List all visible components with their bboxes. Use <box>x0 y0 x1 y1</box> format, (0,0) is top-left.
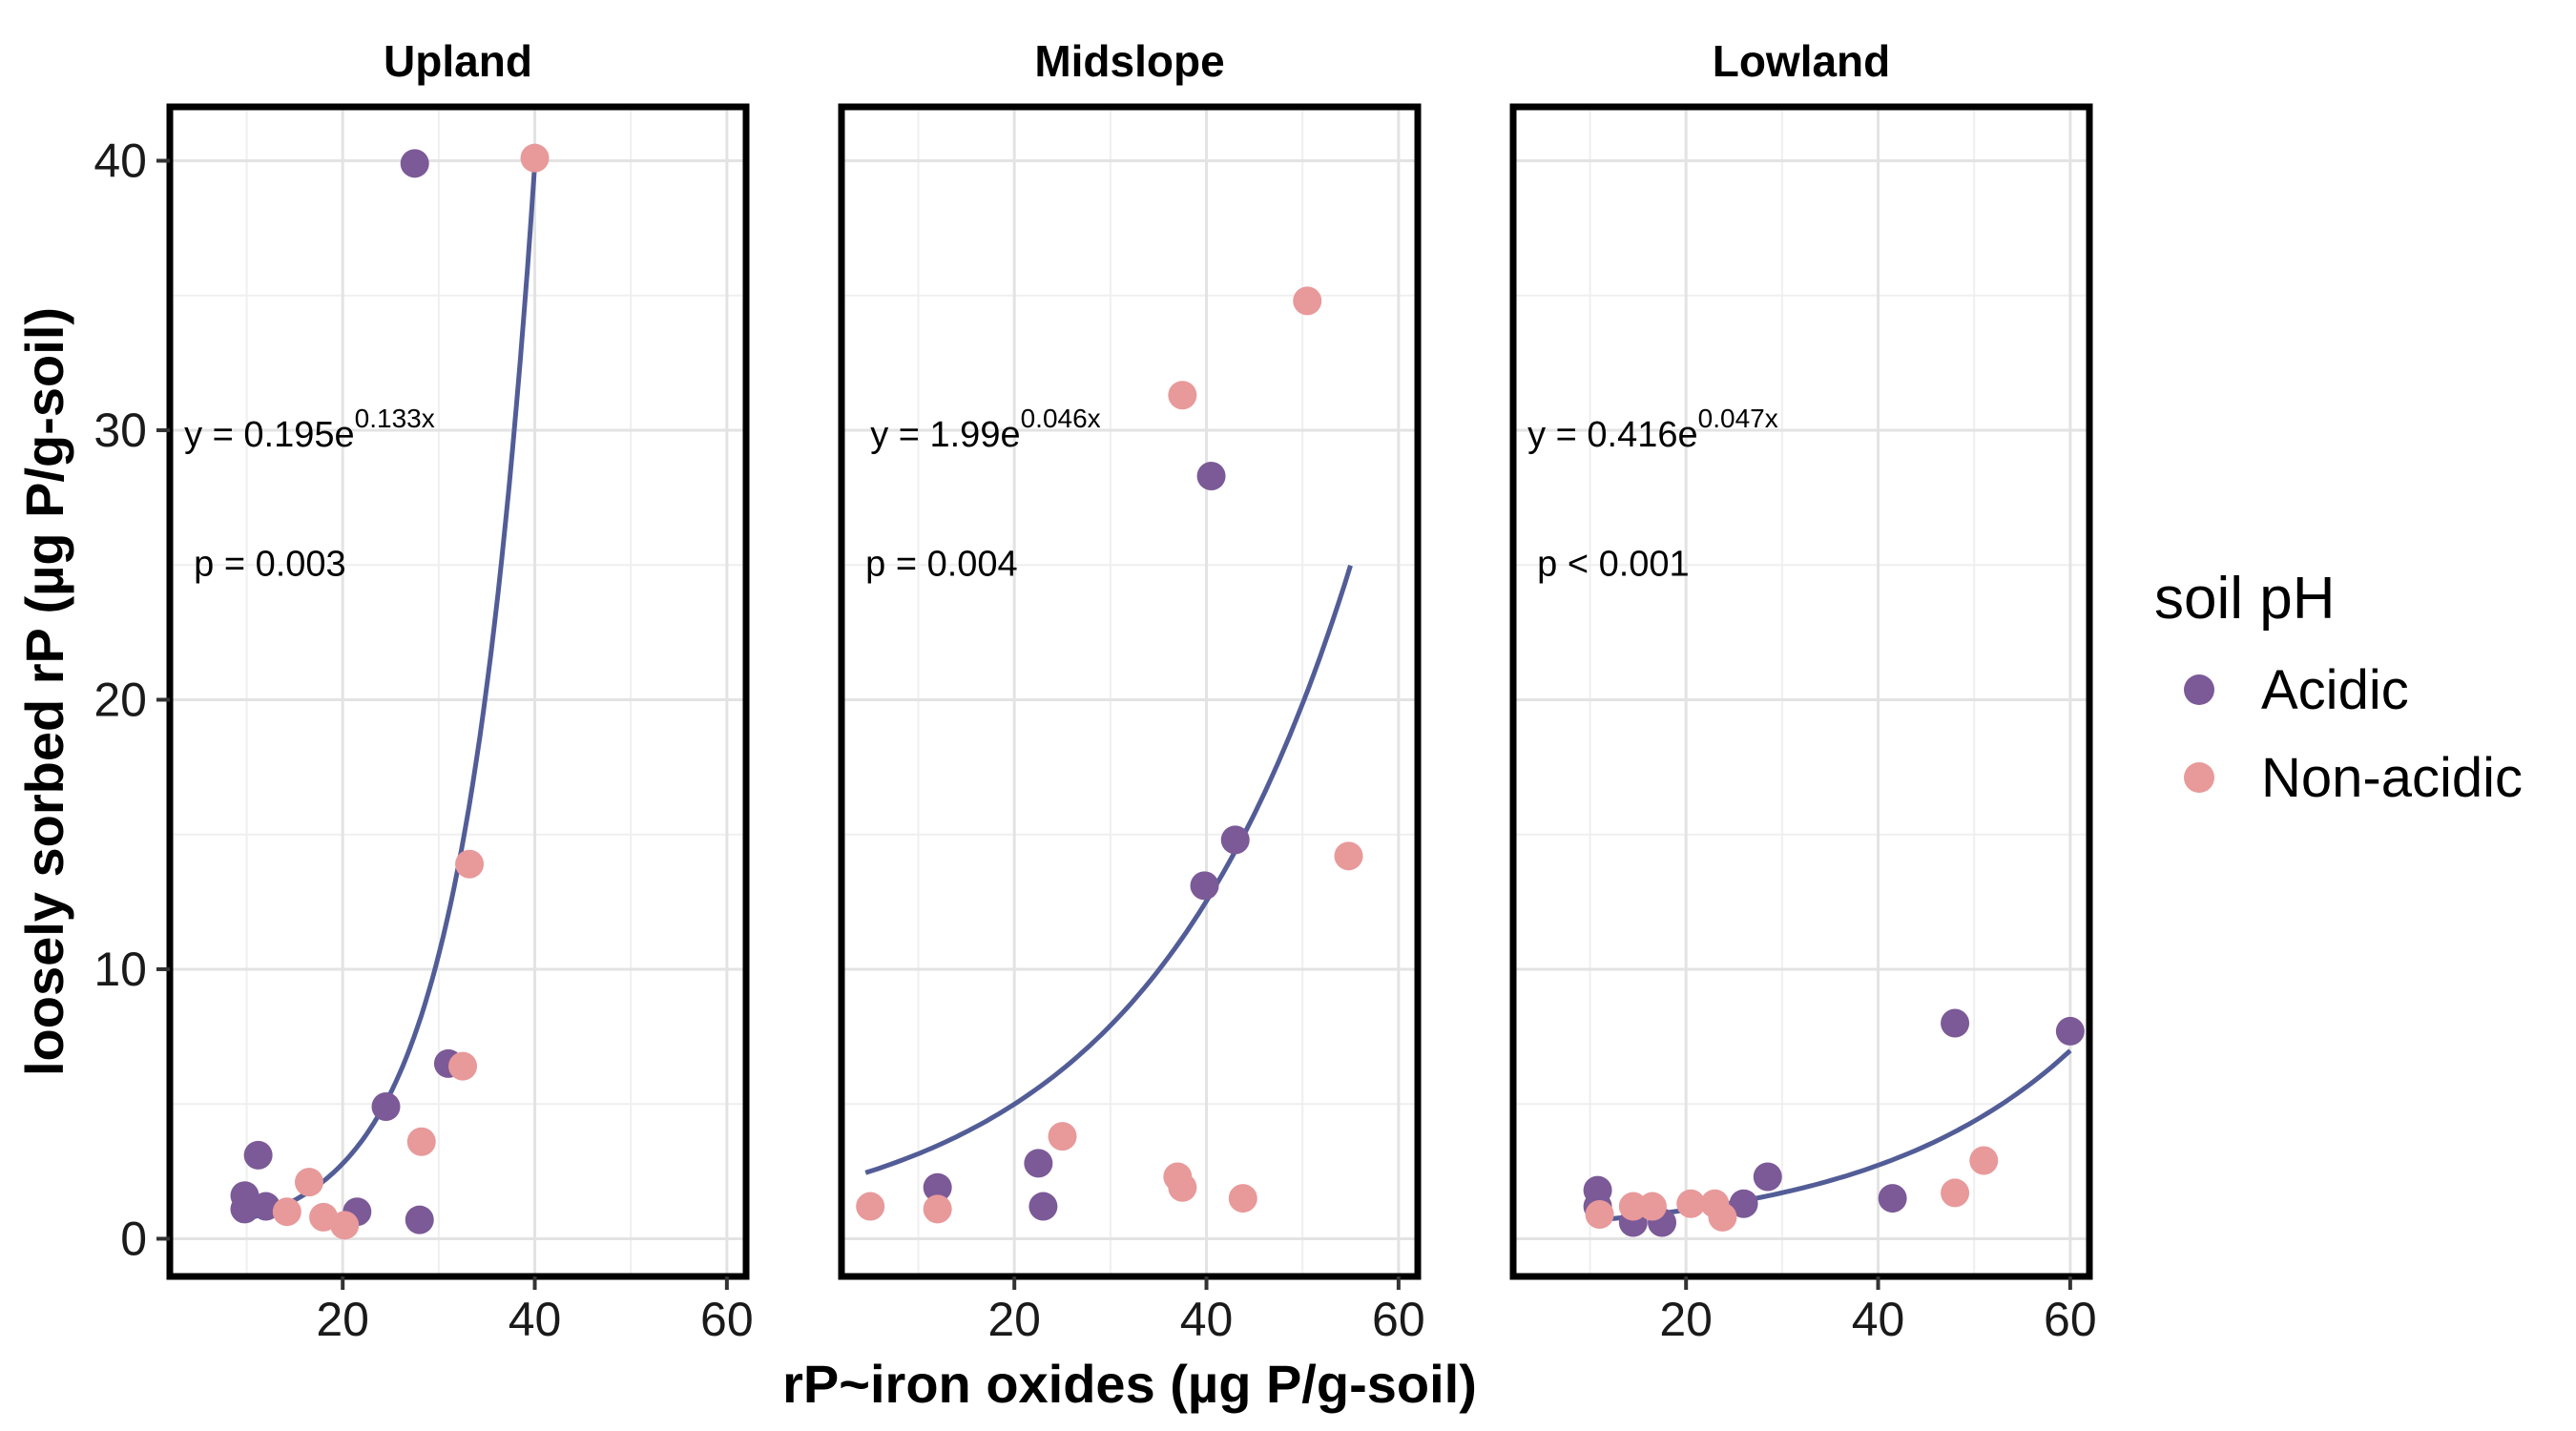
fit-curve <box>864 565 1353 1175</box>
panel-title: Midslope <box>1034 36 1224 86</box>
data-point-non-acidic <box>455 849 485 879</box>
data-point-acidic <box>1220 825 1250 855</box>
pvalue-label: p = 0.003 <box>194 545 346 585</box>
data-point-non-acidic <box>1585 1200 1614 1230</box>
data-point-acidic <box>1028 1192 1058 1221</box>
x-tick-label: 60 <box>2044 1293 2097 1346</box>
y-tick-label: 40 <box>93 134 147 187</box>
y-tick-label: 10 <box>93 943 147 996</box>
legend: soil pH Acidic Non-acidic <box>2154 566 2523 809</box>
data-point-acidic <box>1190 871 1219 901</box>
panel-border <box>166 103 750 1280</box>
x-tick-label: 40 <box>1180 1293 1234 1346</box>
equation-prefix: y = 0.195e <box>184 415 355 455</box>
equation-label: y = 1.99e0.046x <box>870 404 1100 455</box>
x-tick-label: 20 <box>987 1293 1041 1346</box>
data-point-non-acidic <box>923 1194 952 1224</box>
equation-prefix: y = 0.416e <box>1527 415 1698 455</box>
y-tick-label: 0 <box>120 1212 147 1265</box>
equation-prefix: y = 1.99e <box>870 415 1020 455</box>
data-point-acidic <box>371 1092 401 1122</box>
x-axis-title: rP~iron oxides (µg P/g-soil) <box>782 1354 1477 1414</box>
equation-exponent: 0.047x <box>1698 404 1778 433</box>
legend-marker-acidic <box>2184 674 2214 705</box>
data-point-non-acidic <box>856 1192 885 1221</box>
data-point-non-acidic <box>1708 1202 1737 1232</box>
equation-label: y = 0.195e0.133x <box>184 404 435 455</box>
data-point-acidic <box>243 1140 273 1170</box>
data-point-non-acidic <box>272 1197 301 1227</box>
data-point-non-acidic <box>1969 1146 1999 1175</box>
x-tick-label: 20 <box>1659 1293 1713 1346</box>
data-point-acidic <box>230 1194 260 1224</box>
data-point-acidic <box>405 1205 434 1234</box>
data-point-acidic <box>923 1172 952 1202</box>
legend-marker-non-acidic <box>2184 762 2214 793</box>
y-tick-label: 30 <box>93 404 147 457</box>
data-point-acidic <box>1878 1184 1907 1213</box>
equation-exponent: 0.046x <box>1021 404 1101 433</box>
fit-curve <box>1594 1048 2072 1223</box>
data-point-acidic <box>1941 1008 1970 1038</box>
data-point-acidic <box>1024 1149 1053 1178</box>
panel-border <box>1509 103 2093 1280</box>
data-point-non-acidic <box>1941 1178 1970 1208</box>
panel-title: Upland <box>384 36 532 86</box>
legend-label-non-acidic: Non-acidic <box>2261 747 2523 809</box>
data-point-non-acidic <box>1048 1122 1077 1151</box>
data-point-non-acidic <box>1168 381 1197 410</box>
panel-title: Lowland <box>1713 36 1891 86</box>
panel-lowland: y = 0.416e0.047x p < 0.001 Lowland 20 40 60 <box>1509 36 2097 1346</box>
panel-midslope: y = 1.99e0.046x p = 0.004 Midslope 20 40 60 <box>838 36 1425 1346</box>
x-tick-label: 40 <box>1852 1293 1905 1346</box>
data-point-acidic <box>1729 1189 1758 1218</box>
data-point-non-acidic <box>1676 1189 1706 1218</box>
data-point-non-acidic <box>1168 1172 1197 1202</box>
y-axis-title: loosely sorbed rP (µg P/g-soil) <box>14 307 74 1076</box>
data-point-non-acidic <box>1228 1184 1257 1213</box>
data-point-non-acidic <box>1334 841 1363 871</box>
data-point-non-acidic <box>520 143 550 173</box>
data-point-non-acidic <box>330 1211 360 1240</box>
x-tick-label: 20 <box>316 1293 369 1346</box>
legend-label-acidic: Acidic <box>2261 659 2409 721</box>
data-point-acidic <box>2055 1016 2085 1046</box>
data-point-non-acidic <box>1293 286 1322 316</box>
pvalue-label: p < 0.001 <box>1537 545 1690 585</box>
data-point-non-acidic <box>1637 1192 1667 1221</box>
data-point-non-acidic <box>294 1168 323 1197</box>
data-point-non-acidic <box>448 1051 478 1081</box>
pvalue-label: p = 0.004 <box>865 545 1018 585</box>
equation-exponent: 0.133x <box>355 404 435 433</box>
x-tick-label: 60 <box>1372 1293 1425 1346</box>
data-point-acidic <box>1196 462 1226 491</box>
fit-curve <box>240 164 537 1223</box>
x-tick-label: 40 <box>509 1293 562 1346</box>
data-point-acidic <box>1753 1162 1782 1192</box>
data-point-acidic <box>400 149 429 178</box>
panel-border <box>838 103 1422 1280</box>
y-tick-label: 20 <box>93 673 147 726</box>
legend-title: soil pH <box>2154 566 2336 632</box>
data-point-non-acidic <box>406 1127 436 1156</box>
equation-label: y = 0.416e0.047x <box>1527 404 1778 455</box>
panel-upland: y = 0.195e0.133x p = 0.003 Upland 20 40 60 0 10… <box>93 36 753 1346</box>
x-tick-label: 60 <box>700 1293 754 1346</box>
